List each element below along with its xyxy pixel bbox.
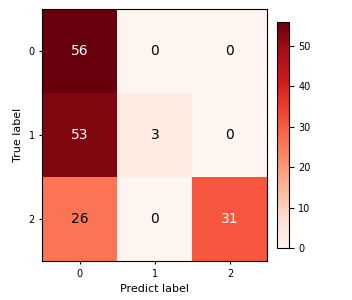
Text: 3: 3 — [150, 128, 159, 142]
Text: 53: 53 — [71, 128, 88, 142]
X-axis label: Predict label: Predict label — [120, 284, 189, 294]
Text: 56: 56 — [71, 44, 89, 58]
Text: 0: 0 — [150, 212, 159, 226]
Text: 31: 31 — [221, 212, 239, 226]
Text: 0: 0 — [150, 44, 159, 58]
Text: 26: 26 — [71, 212, 89, 226]
Text: 0: 0 — [226, 128, 234, 142]
Y-axis label: True label: True label — [13, 108, 23, 162]
Text: 0: 0 — [226, 44, 234, 58]
